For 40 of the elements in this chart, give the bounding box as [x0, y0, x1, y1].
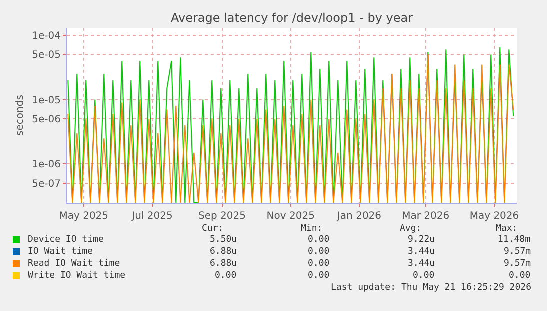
x-tick-label: Nov 2025	[266, 211, 315, 222]
text: 6.88u	[210, 259, 238, 269]
text: 0.00	[215, 271, 237, 281]
text: 3.44u	[408, 259, 436, 269]
text: 6.88u	[210, 247, 238, 257]
legend-label: IO Wait time	[28, 247, 94, 257]
text: Avg:	[400, 224, 422, 234]
y-tick-label: 1e-04	[32, 30, 61, 42]
text: Max:	[496, 224, 518, 234]
legend-label: Device IO time	[28, 235, 104, 245]
chart-title: Average latency for /dev/loop1 - by year	[171, 11, 414, 25]
text: 0.00	[308, 271, 330, 281]
text: 0.00	[509, 271, 531, 281]
text: 0.00	[413, 271, 435, 281]
text: 0.00	[308, 259, 330, 269]
x-tick-label: Jul 2025	[131, 211, 173, 222]
y-axis-title: seconds	[15, 95, 26, 136]
x-tick-label: Jan 2026	[336, 211, 382, 222]
text: 9.22u	[408, 235, 436, 245]
x-tick-label: Sep 2025	[198, 211, 246, 222]
text: Min:	[301, 224, 323, 234]
text: Cur:	[202, 224, 224, 234]
text: 0.00	[308, 235, 330, 245]
text: 3.44u	[408, 247, 436, 257]
text: 5.50u	[210, 235, 238, 245]
text: Last update: Thu May 21 16:25:29 2026	[331, 283, 532, 293]
y-tick-label: 1e-05	[32, 95, 61, 106]
text: 9.57m	[504, 259, 532, 269]
y-tick-label: 5e-06	[32, 114, 61, 126]
legend-label: Write IO Wait time	[28, 271, 126, 281]
x-tick-label: May 2025	[59, 211, 109, 222]
y-tick-label: 5e-07	[32, 179, 61, 190]
x-tick-label: Mar 2026	[402, 211, 450, 222]
text: 0.00	[308, 247, 330, 257]
text: 11.48m	[498, 235, 531, 245]
text: 9.57m	[504, 247, 532, 257]
legend-label: Read IO Wait time	[28, 259, 120, 269]
y-tick-label: 1e-06	[32, 160, 61, 171]
y-tick-label: 5e-05	[32, 50, 61, 62]
x-tick-label: May 2026	[470, 211, 520, 222]
